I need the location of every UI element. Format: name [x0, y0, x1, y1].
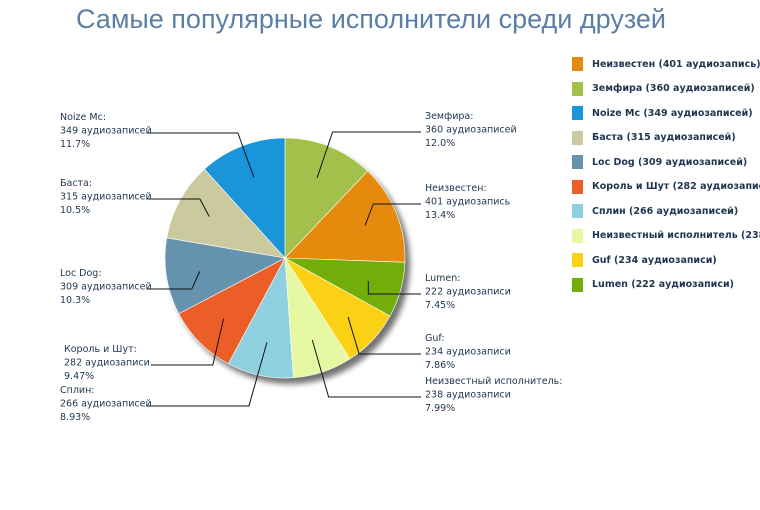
slice-label-guf: Guf: 234 аудиозаписи 7.86%	[425, 333, 511, 371]
legend-item-сплин[interactable]: Сплин (266 аудиозаписей)	[572, 199, 760, 224]
chart-title: Самые популярные исполнители среди друзе…	[76, 4, 667, 34]
legend-swatch	[572, 179, 583, 194]
leader-line-неизвестный-исполнитель	[311, 339, 421, 398]
leader-line-сплин	[147, 342, 268, 407]
leader-line-loc-dog	[147, 271, 201, 290]
pie-slice-зенфира[interactable]	[284, 137, 369, 259]
slice-label-король-и-шут: Король и Шут: 282 аудиозаписи 9.47%	[64, 344, 150, 382]
label-count: 309 аудиозаписей	[60, 282, 152, 293]
label-name: Король и Шут:	[64, 344, 137, 355]
label-name: Loc Dog:	[60, 268, 102, 279]
pie-slice-loc-dog[interactable]	[164, 237, 286, 315]
legend-swatch	[572, 57, 583, 72]
slice-label-неизвестный-исполнитель: Неизвестный исполнитель: 238 аудиозаписи 7…	[425, 376, 562, 414]
label-percent: 8.93%	[60, 412, 90, 423]
slice-label-noize-mc: Noize Mc: 349 аудиозаписей 11.7%	[60, 112, 152, 150]
legend-swatch	[572, 130, 583, 145]
label-name: Lumen:	[425, 273, 460, 284]
label-percent: 11.7%	[60, 139, 90, 150]
label-percent: 12.0%	[425, 138, 455, 149]
legend-item-guf[interactable]: Guf (234 аудиозаписи)	[572, 248, 760, 273]
pie-slice-неизвестен[interactable]	[284, 170, 406, 263]
label-percent: 7.45%	[425, 300, 455, 311]
slice-label-loc-dog: Loc Dog: 309 аудиозаписей 10.3%	[60, 268, 152, 306]
leader-line-guf	[347, 316, 421, 355]
label-name: Земфира:	[425, 111, 473, 122]
leader-line-noize-mc	[147, 132, 255, 178]
label-count: 266 аудиозаписей	[60, 399, 152, 410]
pie-slice-noize-mc[interactable]	[203, 137, 286, 259]
label-percent: 13.4%	[425, 210, 455, 221]
legend-swatch	[572, 81, 583, 96]
legend-label: Сплин (266 аудиозаписей)	[592, 205, 739, 217]
pie-slice-баста[interactable]	[166, 168, 286, 259]
legend-item-noize-mc[interactable]: Noize Mc (349 аудиозаписей)	[572, 101, 760, 126]
label-percent: 9.47%	[64, 371, 94, 382]
legend-label: Баста (315 аудиозаписей)	[592, 132, 736, 144]
legend-item-неизвестный-исполнитель[interactable]: Неизвестный исполнитель (238 аудиозаписи…	[572, 224, 760, 249]
legend-swatch	[572, 277, 583, 292]
legend-label: Guf (234 аудиозаписи)	[592, 254, 717, 266]
leader-line-неизвестен	[364, 203, 421, 226]
legend-swatch	[572, 228, 583, 243]
legend-item-неизвестен[interactable]: Неизвестен (401 аудиозапись)	[572, 52, 760, 77]
legend-label: Noize Mc (349 аудиозаписей)	[592, 107, 753, 119]
slice-label-lumen: Lumen: 222 аудиозаписи 7.45%	[425, 273, 511, 311]
legend-label: Земфира (360 аудиозаписей)	[592, 83, 755, 95]
label-count: 401 аудиозапись	[425, 197, 511, 208]
label-name: Неизвестный исполнитель:	[425, 376, 562, 387]
slice-label-неизвестен: Неизвестен: 401 аудиозапись 13.4%	[425, 183, 511, 221]
legend-item-баста[interactable]: Баста (315 аудиозаписей)	[572, 126, 760, 151]
legend-swatch	[572, 204, 583, 219]
label-name: Guf:	[425, 333, 445, 344]
leader-line-баста	[147, 198, 210, 217]
label-name: Баста:	[60, 178, 92, 189]
label-percent: 10.5%	[60, 205, 90, 216]
slice-label-зенфира: Земфира: 360 аудиозаписей 12.0%	[425, 111, 517, 149]
label-name: Неизвестен:	[425, 183, 487, 194]
legend-label: Король и Шут (282 аудиозаписи)	[592, 181, 760, 193]
legend-swatch	[572, 106, 583, 121]
label-count: 360 аудиозаписей	[425, 125, 517, 136]
legend-item-lumen[interactable]: Lumen (222 аудиозаписи)	[572, 273, 760, 298]
legend-label: Неизвестен (401 аудиозапись)	[592, 58, 760, 70]
chart-legend: Неизвестен (401 аудиозапись) Земфира (360…	[572, 52, 760, 297]
legend-swatch	[572, 253, 583, 268]
label-count: 349 аудиозаписей	[60, 126, 152, 137]
label-count: 222 аудиозаписи	[425, 287, 511, 298]
label-count: 238 аудиозаписи	[425, 390, 511, 401]
slice-label-баста: Баста: 315 аудиозаписей 10.5%	[60, 178, 152, 216]
label-count: 282 аудиозаписи	[64, 358, 150, 369]
label-name: Noize Mc:	[60, 112, 106, 123]
legend-item-король-и-шут[interactable]: Король и Шут (282 аудиозаписи)	[572, 175, 760, 200]
legend-label: Lumen (222 аудиозаписи)	[592, 279, 734, 291]
leader-line-зенфира	[316, 131, 421, 178]
label-percent: 10.3%	[60, 295, 90, 306]
label-name: Сплин:	[60, 385, 95, 396]
leader-line-король-и-шут	[151, 318, 225, 366]
leader-line-lumen	[367, 281, 421, 295]
label-percent: 7.86%	[425, 360, 455, 371]
label-count: 234 аудиозаписи	[425, 347, 511, 358]
label-percent: 7.99%	[425, 403, 455, 414]
legend-item-зенфира[interactable]: Земфира (360 аудиозаписей)	[572, 77, 760, 102]
legend-label: Loc Dog (309 аудиозаписей)	[592, 156, 748, 168]
legend-label: Неизвестный исполнитель (238 аудиозаписи…	[592, 230, 760, 242]
legend-swatch	[572, 155, 583, 170]
legend-item-loc-dog[interactable]: Loc Dog (309 аудиозаписей)	[572, 150, 760, 175]
label-count: 315 аудиозаписей	[60, 192, 152, 203]
slice-label-сплин: Сплин: 266 аудиозаписей 8.93%	[60, 385, 152, 423]
